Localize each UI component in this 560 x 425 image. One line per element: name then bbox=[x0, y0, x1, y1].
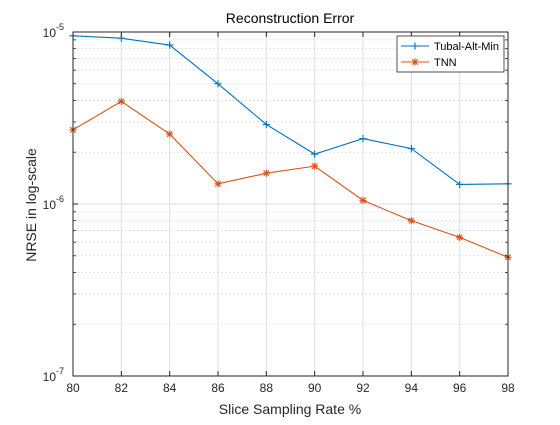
data-point bbox=[359, 196, 367, 204]
legend-label: TNN bbox=[434, 57, 457, 69]
legend-marker bbox=[411, 42, 419, 50]
y-tick-exponent: -7 bbox=[56, 366, 64, 376]
marker-stroke bbox=[311, 163, 318, 170]
series-1 bbox=[69, 32, 512, 189]
data-point bbox=[166, 130, 174, 138]
y-tick-label: 10 -7 bbox=[43, 366, 64, 384]
marker-stroke bbox=[359, 197, 367, 204]
y-tick-label: 10 -5 bbox=[43, 22, 64, 40]
y-tick-exponent: -6 bbox=[56, 194, 64, 204]
data-point bbox=[407, 144, 415, 153]
legend: Tubal-Alt-Min TNN bbox=[396, 35, 505, 73]
y-axis-label: NRSE in log-scale bbox=[23, 148, 39, 262]
marker-stroke bbox=[456, 234, 463, 241]
data-point bbox=[311, 162, 319, 170]
series-layer bbox=[69, 32, 512, 261]
x-tick-label: 96 bbox=[453, 381, 467, 395]
x-tick-label: 80 bbox=[66, 381, 80, 395]
y-tick-base: 10 bbox=[43, 26, 57, 40]
x-tick-label: 90 bbox=[308, 381, 322, 395]
data-point bbox=[407, 217, 415, 225]
grid bbox=[72, 31, 509, 377]
legend-label: Tubal-Alt-Min bbox=[434, 41, 499, 53]
marker-stroke bbox=[408, 217, 415, 224]
x-tick-label: 92 bbox=[356, 381, 370, 395]
series-line bbox=[72, 35, 509, 185]
data-point bbox=[311, 150, 319, 158]
y-tick-exponent: -5 bbox=[56, 22, 64, 32]
data-point bbox=[214, 80, 222, 88]
marker-stroke bbox=[118, 98, 125, 105]
data-point bbox=[456, 180, 464, 189]
marker-stroke bbox=[411, 58, 419, 66]
x-tick-label: 82 bbox=[115, 381, 129, 395]
data-point bbox=[456, 233, 464, 241]
x-tick-label: 84 bbox=[163, 381, 177, 395]
y-tick-label: 10 -6 bbox=[43, 194, 64, 212]
data-point bbox=[262, 169, 270, 177]
data-point bbox=[117, 97, 125, 105]
x-tick-label: 86 bbox=[211, 381, 225, 395]
data-point bbox=[214, 180, 222, 188]
marker-stroke bbox=[166, 130, 173, 138]
y-tick-base: 10 bbox=[43, 370, 57, 384]
chart-title: Reconstruction Error bbox=[226, 10, 355, 26]
data-point bbox=[166, 41, 174, 49]
series-line bbox=[72, 100, 509, 258]
legend-item: Tubal-Alt-Min bbox=[401, 41, 499, 53]
x-axis-label: Slice Sampling Rate % bbox=[219, 401, 361, 417]
marker-stroke bbox=[263, 170, 270, 177]
x-tick-label: 88 bbox=[260, 381, 274, 395]
data-point bbox=[359, 135, 367, 143]
legend-item: TNN bbox=[401, 57, 457, 69]
data-point bbox=[262, 120, 270, 129]
x-tick-label: 98 bbox=[501, 381, 515, 395]
x-tick-label: 94 bbox=[405, 381, 419, 395]
marker-stroke bbox=[214, 180, 222, 187]
legend-box bbox=[396, 35, 505, 73]
y-tick-base: 10 bbox=[43, 198, 57, 212]
legend-marker bbox=[411, 58, 419, 66]
